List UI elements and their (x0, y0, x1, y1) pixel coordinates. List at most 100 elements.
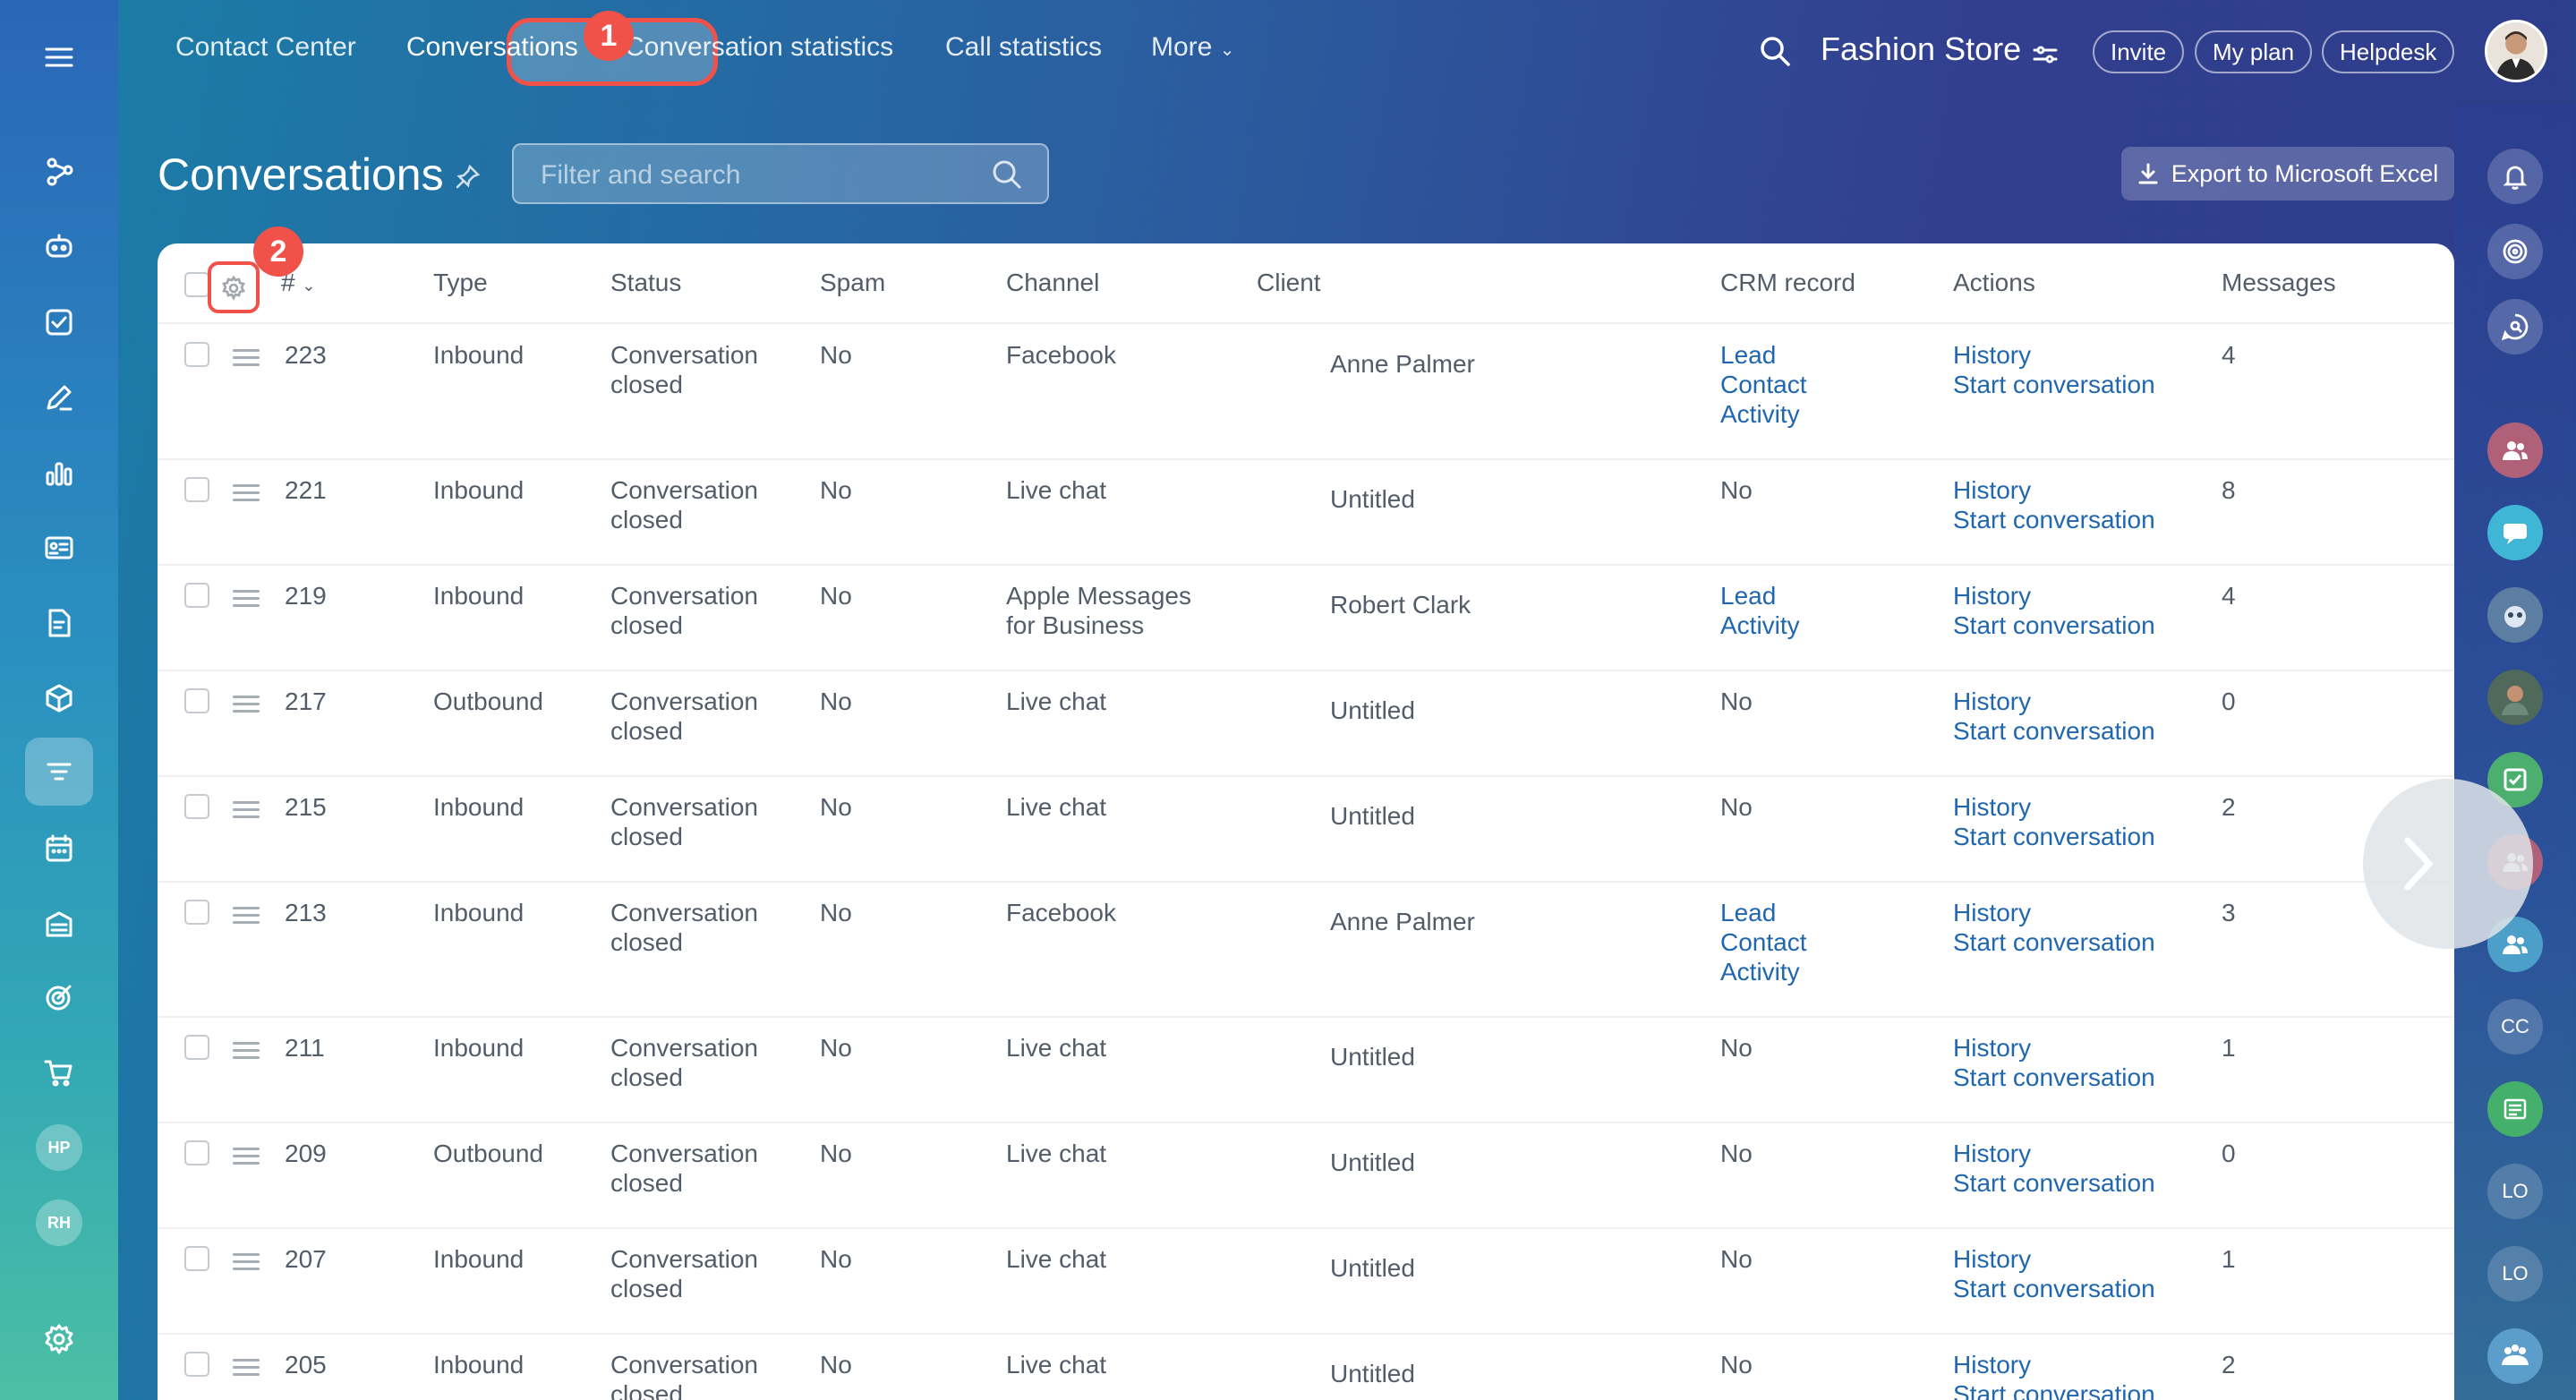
crm-link-activity[interactable]: Activity (1720, 958, 1800, 986)
row-checkbox[interactable] (184, 794, 209, 819)
crm-link-activity[interactable]: Activity (1720, 611, 1800, 639)
contact-center-icon[interactable] (25, 738, 93, 806)
sign-icon[interactable] (25, 363, 93, 431)
pin-icon[interactable] (455, 163, 482, 190)
tab-conversations[interactable]: Conversations (406, 32, 578, 62)
row-checkbox[interactable] (184, 1246, 209, 1271)
nav-contact-center[interactable]: Contact Center (175, 32, 356, 62)
start-conversation-link[interactable]: Start conversation (1953, 1380, 2155, 1400)
drag-handle-icon[interactable] (233, 1148, 260, 1165)
column-header-spam[interactable]: Spam (820, 269, 886, 296)
row-client[interactable]: Untitled (1330, 696, 1415, 724)
row-client[interactable]: Anne Palmer (1330, 908, 1475, 935)
row-checkbox[interactable] (184, 1035, 209, 1060)
row-id[interactable]: 217 (285, 687, 327, 715)
drag-handle-icon[interactable] (233, 801, 260, 819)
select-all-checkbox[interactable] (184, 272, 209, 297)
row-checkbox[interactable] (184, 477, 209, 502)
crm-link-contact[interactable]: Contact (1720, 371, 1807, 398)
next-page-button[interactable] (2363, 779, 2533, 949)
history-link[interactable]: History (1953, 476, 2032, 504)
start-conversation-link[interactable]: Start conversation (1953, 1275, 2155, 1302)
start-conversation-link[interactable]: Start conversation (1953, 611, 2155, 639)
menu-icon[interactable] (25, 23, 93, 91)
row-client[interactable]: Untitled (1330, 1043, 1415, 1071)
chat-search-icon[interactable] (2487, 299, 2543, 354)
row-client[interactable]: Untitled (1330, 485, 1415, 513)
workspace-name[interactable]: Fashion Store (1821, 30, 2022, 67)
crm-link-contact[interactable]: Contact (1720, 928, 1807, 956)
history-link[interactable]: History (1953, 1140, 2032, 1167)
filter-settings-icon[interactable] (2032, 43, 2059, 66)
crm-link-lead[interactable]: Lead (1720, 899, 1777, 926)
column-header-crm[interactable]: CRM record (1720, 269, 1855, 296)
avatar[interactable]: LO (2487, 1246, 2543, 1302)
search-icon[interactable] (990, 158, 1024, 192)
row-checkbox[interactable] (184, 342, 209, 367)
drag-handle-icon[interactable] (233, 349, 260, 367)
gear-icon[interactable] (219, 274, 248, 303)
chat-bubble-icon[interactable] (2487, 505, 2543, 560)
row-checkbox[interactable] (184, 900, 209, 925)
cart-icon[interactable] (25, 1038, 93, 1106)
history-link[interactable]: History (1953, 1351, 2032, 1379)
column-header-client[interactable]: Client (1257, 269, 1321, 296)
history-link[interactable]: History (1953, 582, 2032, 610)
export-excel-button[interactable]: Export to Microsoft Excel (2121, 147, 2454, 201)
start-conversation-link[interactable]: Start conversation (1953, 1063, 2155, 1091)
team-icon[interactable] (2487, 1328, 2543, 1384)
user-avatar[interactable] (2485, 20, 2547, 82)
row-client[interactable]: Robert Clark (1330, 591, 1471, 619)
tab-more[interactable]: More ⌄ (1151, 32, 1234, 63)
inventory-icon[interactable] (25, 890, 93, 958)
drag-handle-icon[interactable] (233, 1042, 260, 1060)
row-checkbox[interactable] (184, 1140, 209, 1165)
newsletter-icon[interactable] (2487, 1081, 2543, 1137)
bell-icon[interactable] (2487, 149, 2543, 204)
row-client[interactable]: Untitled (1330, 802, 1415, 830)
invite-button[interactable]: Invite (2093, 30, 2185, 73)
history-link[interactable]: History (1953, 793, 2032, 821)
bot-avatar-icon[interactable] (2487, 587, 2543, 643)
avatar[interactable]: HP (36, 1124, 82, 1171)
search-icon[interactable] (1758, 34, 1794, 70)
avatar[interactable]: LO (2487, 1164, 2543, 1219)
calendar-icon[interactable] (25, 815, 93, 883)
row-checkbox[interactable] (184, 583, 209, 608)
column-header-type[interactable]: Type (433, 269, 488, 296)
drag-handle-icon[interactable] (233, 696, 260, 713)
history-link[interactable]: History (1953, 1034, 2032, 1062)
avatar[interactable]: CC (2487, 999, 2543, 1054)
crm-link-lead[interactable]: Lead (1720, 341, 1777, 369)
row-id[interactable]: 223 (285, 341, 327, 369)
contact-photo-icon[interactable] (2487, 670, 2543, 725)
start-conversation-link[interactable]: Start conversation (1953, 823, 2155, 850)
row-client[interactable]: Untitled (1330, 1148, 1415, 1176)
history-link[interactable]: History (1953, 1245, 2032, 1273)
row-checkbox[interactable] (184, 1352, 209, 1377)
search-bar[interactable] (512, 143, 1049, 204)
column-header-status[interactable]: Status (610, 269, 682, 296)
start-conversation-link[interactable]: Start conversation (1953, 1169, 2155, 1197)
documents-icon[interactable] (25, 589, 93, 657)
column-header-channel[interactable]: Channel (1006, 269, 1100, 296)
row-id[interactable]: 219 (285, 582, 327, 610)
crm-flow-icon[interactable] (25, 138, 93, 206)
drag-handle-icon[interactable] (233, 484, 260, 502)
copilot-icon[interactable] (25, 213, 93, 281)
crm-link-activity[interactable]: Activity (1720, 400, 1800, 428)
drag-handle-icon[interactable] (233, 907, 260, 925)
copilot-spiral-icon[interactable] (2487, 224, 2543, 279)
drag-handle-icon[interactable] (233, 590, 260, 608)
analytics-icon[interactable] (25, 439, 93, 507)
tasks-icon[interactable] (25, 288, 93, 356)
row-id[interactable]: 205 (285, 1351, 327, 1379)
avatar[interactable]: RH (36, 1199, 82, 1246)
row-client[interactable]: Untitled (1330, 1254, 1415, 1282)
start-conversation-link[interactable]: Start conversation (1953, 717, 2155, 745)
target-icon[interactable] (25, 963, 93, 1031)
tab-conversation-statistics[interactable]: Conversation statistics (625, 32, 894, 62)
start-conversation-link[interactable]: Start conversation (1953, 928, 2155, 956)
crm-link-lead[interactable]: Lead (1720, 582, 1777, 610)
helpdesk-button[interactable]: Helpdesk (2322, 30, 2455, 73)
